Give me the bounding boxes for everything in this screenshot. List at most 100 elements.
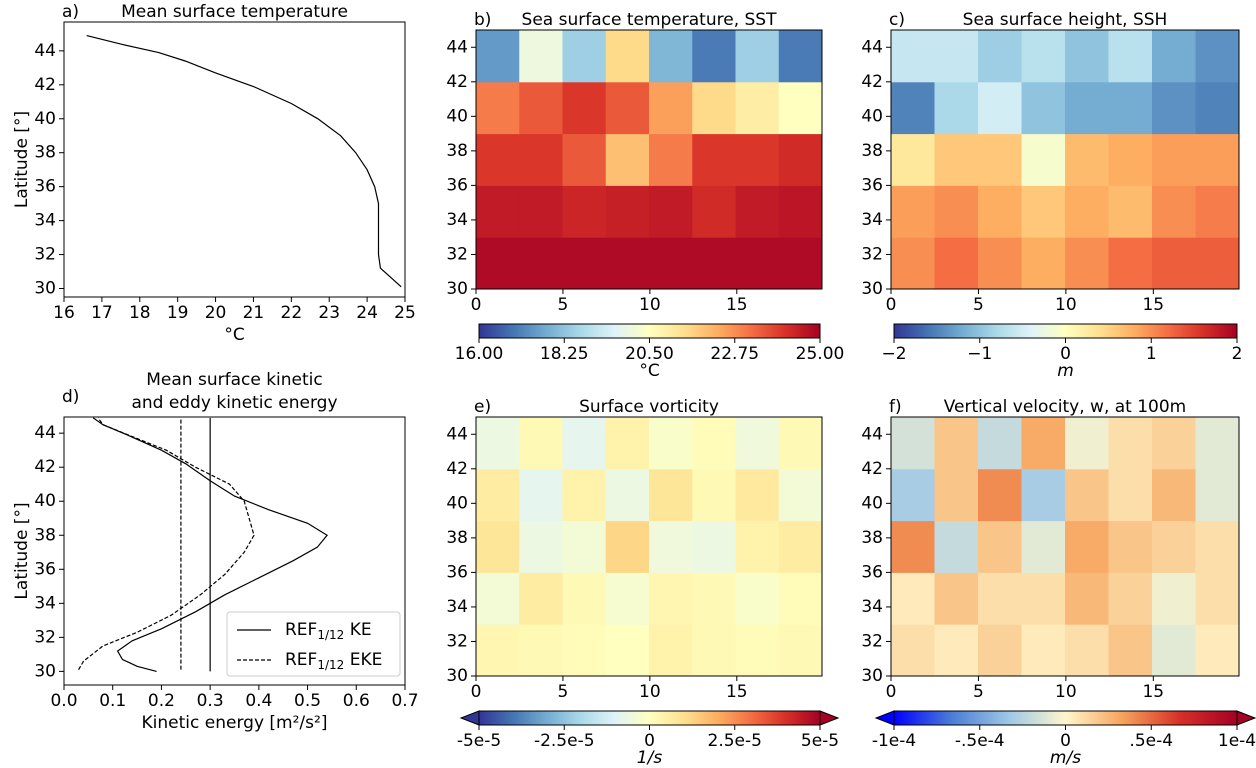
y-axis-label: Latitude [°]: [12, 111, 32, 208]
heatmap-cell: [978, 572, 1022, 625]
panel-label: f): [889, 397, 902, 417]
line: [86, 35, 402, 288]
heatmap-cell: [519, 572, 563, 625]
line: [78, 417, 255, 670]
x-tick-label: 23: [318, 303, 340, 323]
heatmap-cell: [519, 624, 563, 677]
panel-title: Mean surface kinetic: [146, 370, 323, 390]
heatmap-cell: [476, 237, 520, 290]
heatmap-cell: [891, 468, 935, 522]
x-tick-label: 15: [726, 682, 748, 702]
x-tick-label: 0: [471, 295, 482, 315]
heatmap-cell: [605, 81, 650, 135]
panel-title: Vertical velocity, w, at 100m: [944, 397, 1187, 417]
heatmap-cell: [1065, 133, 1109, 186]
heatmap-cell: [519, 468, 563, 522]
heatmap-cell: [891, 237, 935, 290]
heatmap-cell: [605, 624, 650, 677]
heatmap-cell: [476, 81, 520, 135]
heatmap-cell: [1065, 81, 1109, 135]
heatmap-cell: [778, 520, 823, 573]
heatmap-cell: [934, 624, 979, 677]
colorbar-tick-label: 20.50: [625, 344, 674, 364]
colorbar-tick-label: -2.5e-5: [534, 731, 595, 751]
heatmap-cell: [1152, 624, 1196, 677]
heatmap-cell: [934, 417, 979, 470]
y-tick-label: 36: [861, 175, 883, 195]
heatmap-cell: [649, 237, 693, 290]
colorbar-label: °C: [639, 361, 659, 381]
y-tick-label: 34: [34, 211, 56, 231]
legend-subscript: 1/12: [317, 658, 344, 672]
y-tick-label: 40: [861, 493, 883, 513]
colorbar-tick-label: 1e-4: [1218, 731, 1256, 751]
axes-frame: [890, 29, 1240, 290]
y-tick-label: 30: [34, 279, 56, 299]
y-tick-label: 42: [34, 75, 56, 95]
y-tick-label: 42: [861, 72, 883, 92]
x-tick-label: 5: [558, 295, 569, 315]
axes-frame: [63, 416, 406, 686]
heatmap-cell: [605, 185, 650, 238]
legend-label: REF1/12 KE: [285, 620, 372, 642]
heatmap-cell: [1021, 185, 1066, 238]
heatmap-cell: [1065, 185, 1109, 238]
x-tick-label: 15: [1142, 295, 1164, 315]
y-tick-label: 42: [861, 459, 883, 479]
heatmap-cell: [978, 417, 1022, 470]
y-tick-label: 38: [861, 528, 883, 548]
y-tick-label: 38: [446, 528, 468, 548]
heatmap-cell: [1108, 520, 1153, 573]
x-tick-label: 10: [639, 295, 661, 315]
heatmap-cell: [605, 468, 650, 522]
heatmap-cell: [1021, 81, 1066, 135]
y-tick-label: 36: [446, 175, 468, 195]
heatmap-cell: [735, 133, 780, 186]
heatmap-cell: [735, 81, 780, 135]
heatmap-cell: [978, 81, 1022, 135]
heatmap-cell: [692, 468, 736, 522]
x-tick-label: 0.0: [50, 691, 77, 711]
heatmap-cell: [1021, 30, 1066, 83]
heatmap-cell: [1195, 237, 1240, 290]
y-tick-label: 34: [446, 597, 468, 617]
y-tick-label: 44: [446, 37, 468, 57]
y-tick-label: 38: [446, 141, 468, 161]
heatmap-cell: [778, 133, 823, 186]
x-axis-label: Kinetic energy [m²/s²]: [142, 713, 328, 733]
colorbar-extend: [459, 710, 480, 726]
heatmap-cell: [1108, 185, 1153, 238]
heatmap-cell: [778, 30, 823, 83]
heatmap-cell: [476, 30, 520, 83]
heatmap-cell: [735, 237, 780, 290]
colorbar: [893, 710, 1238, 726]
heatmap-cell: [1195, 185, 1240, 238]
heatmap-cell: [649, 520, 693, 573]
heatmap-cell: [1108, 30, 1153, 83]
y-tick-label: 30: [446, 279, 468, 299]
y-tick-label: 44: [34, 41, 56, 61]
heatmap-cell: [891, 133, 935, 186]
legend-suffix: EKE: [344, 650, 382, 670]
x-tick-label: 10: [1055, 295, 1077, 315]
x-tick-label: 5: [973, 295, 984, 315]
colorbar-tick-label: 2.5e-5: [708, 731, 762, 751]
colorbar-tick-label: -1e-4: [872, 731, 916, 751]
heatmap-cell: [476, 572, 520, 625]
x-axis-label: °C: [224, 325, 244, 345]
heatmap-cell: [978, 185, 1022, 238]
panel-title: Sea surface temperature, SST: [522, 10, 778, 30]
heatmap-cell: [562, 468, 607, 522]
x-tick-label: 22: [281, 303, 303, 323]
heatmap-cell: [1195, 133, 1240, 186]
x-tick-label: 19: [167, 303, 189, 323]
heatmap-cell: [891, 572, 935, 625]
heatmap-cell: [891, 624, 935, 677]
y-tick-label: 34: [861, 210, 883, 230]
heatmap-cell: [978, 237, 1022, 290]
heatmap-cell: [1152, 133, 1196, 186]
colorbar-tick-label: 2: [1232, 344, 1243, 364]
colorbar-label: 1/s: [637, 748, 663, 768]
panel-title: and eddy kinetic energy: [131, 393, 337, 413]
heatmap-cell: [1108, 468, 1153, 522]
